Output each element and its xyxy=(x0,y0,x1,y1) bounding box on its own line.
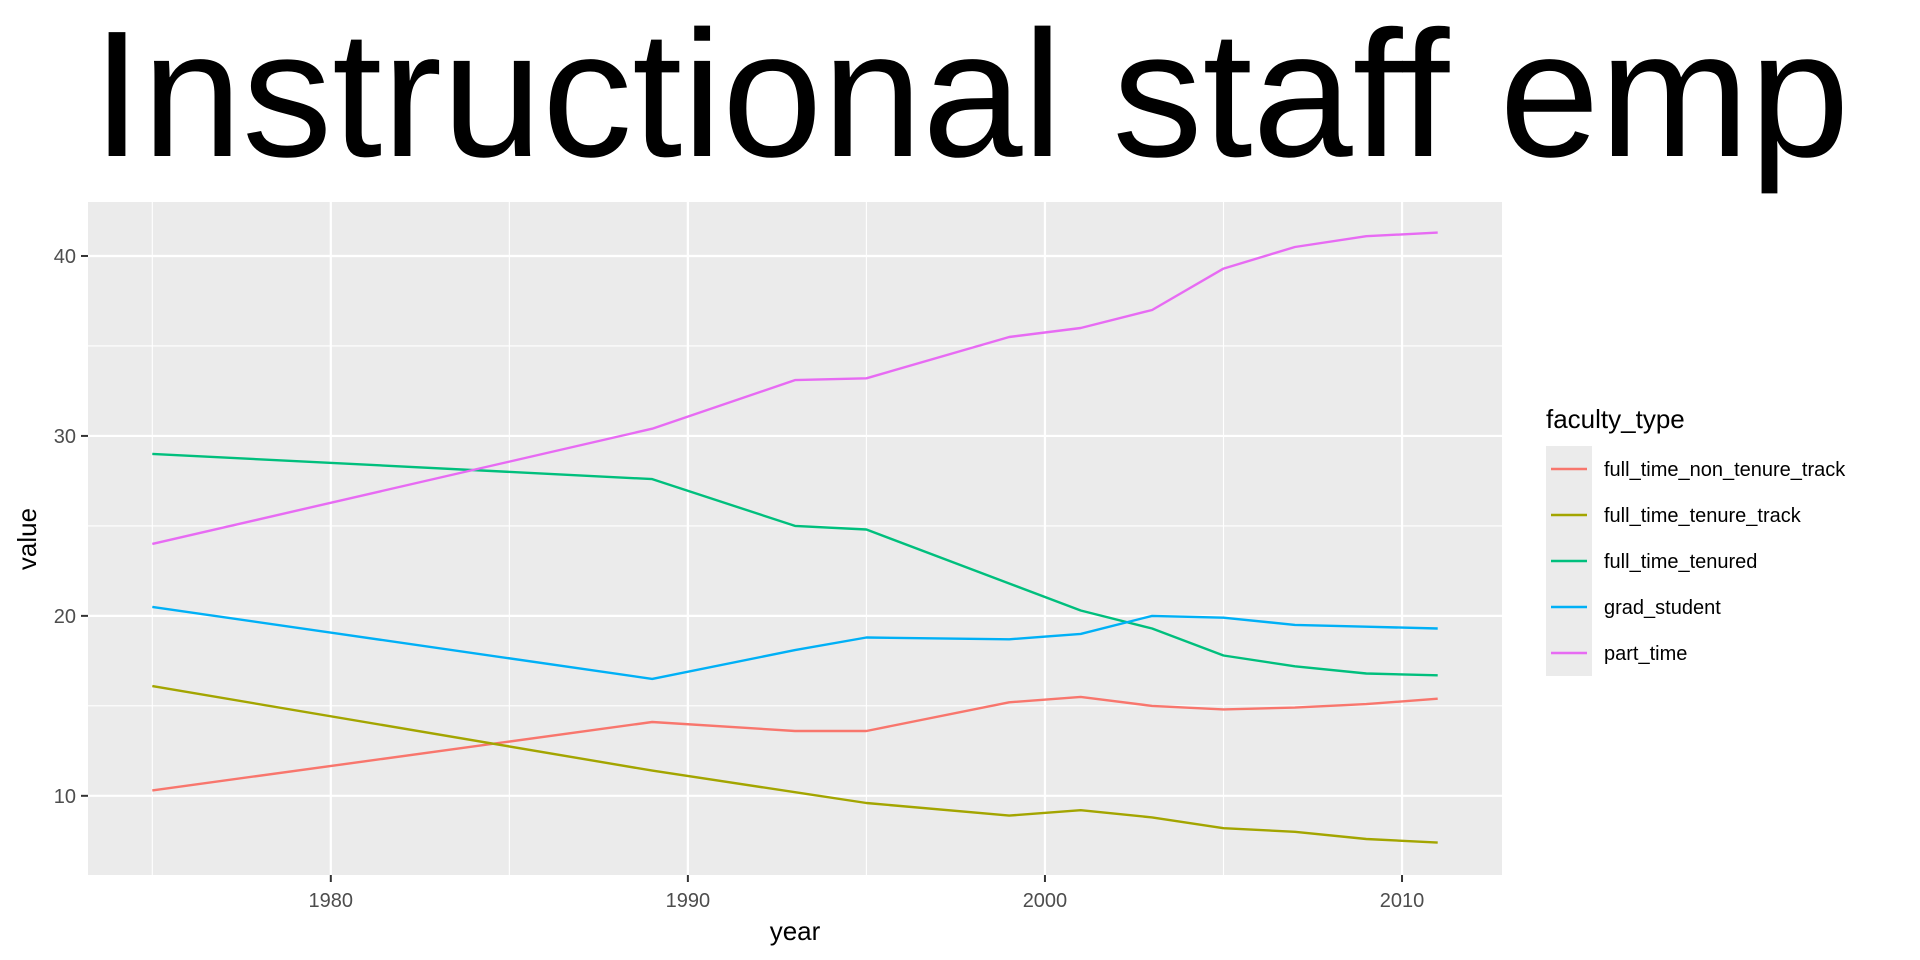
chart-title: Instructional staff emp xyxy=(92,0,1850,195)
y-tick-label: 20 xyxy=(54,606,76,628)
legend-label-full_time_non_tenure_track: full_time_non_tenure_track xyxy=(1604,459,1846,481)
x-tick-label: 2010 xyxy=(1380,890,1425,912)
series-line-full_time_tenured xyxy=(152,452,1438,677)
legend-label-full_time_tenure_track: full_time_tenure_track xyxy=(1604,505,1802,527)
legend-title: faculty_type xyxy=(1546,404,1685,434)
legend-label-grad_student: grad_student xyxy=(1604,597,1721,619)
x-tick-label: 2000 xyxy=(1023,890,1068,912)
series-line-full_time_tenure_track xyxy=(152,684,1438,844)
y-tick-label: 30 xyxy=(54,426,76,448)
legend-items: full_time_non_tenure_track full_time_tenu… xyxy=(1546,446,1846,676)
series-line-full_time_non_tenure_track xyxy=(152,695,1438,792)
x-axis-title: year xyxy=(770,916,821,946)
y-axis-title: value xyxy=(12,508,42,570)
x-tick-label: 1980 xyxy=(309,890,354,912)
legend-label-part_time: part_time xyxy=(1604,643,1687,665)
series-lines xyxy=(152,231,1438,844)
y-tick-label: 40 xyxy=(54,246,76,268)
legend: faculty_type full_time_non_tenure_trackf… xyxy=(1546,404,1846,676)
series-line-part_time xyxy=(152,231,1438,546)
plot-panel xyxy=(88,202,1502,875)
series-line-grad_student xyxy=(152,605,1438,681)
x-tick-label: 1990 xyxy=(666,890,711,912)
y-tick-label: 10 xyxy=(54,786,76,808)
legend-label-full_time_tenured: full_time_tenured xyxy=(1604,551,1757,573)
